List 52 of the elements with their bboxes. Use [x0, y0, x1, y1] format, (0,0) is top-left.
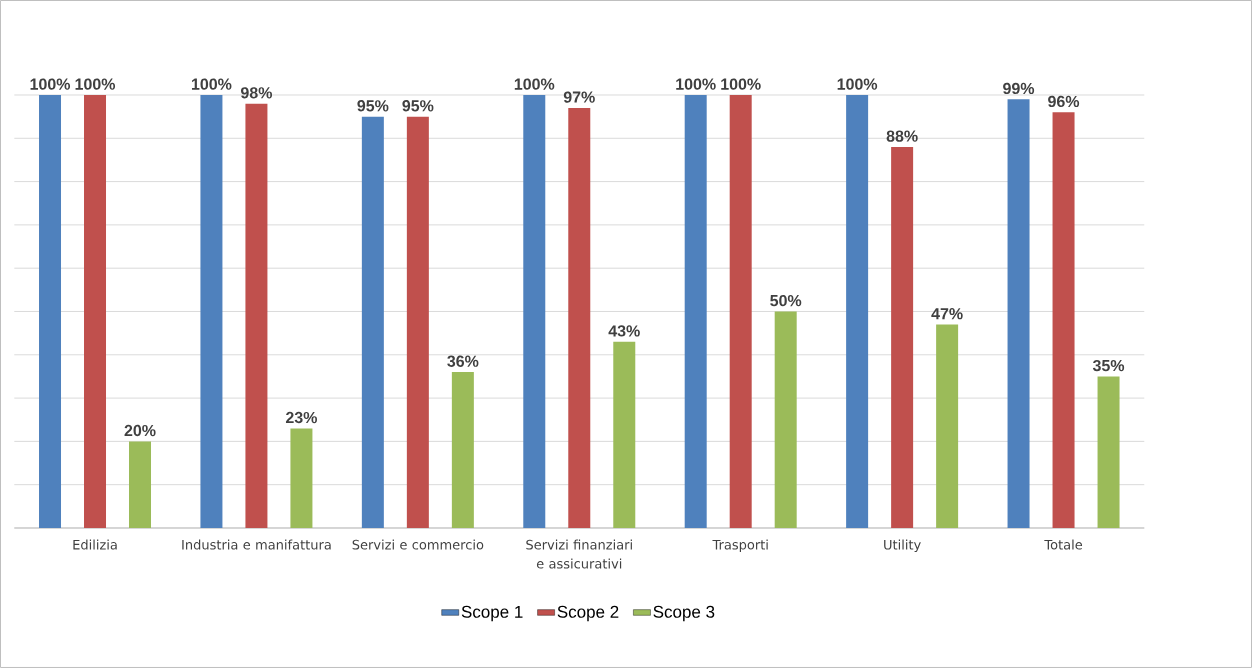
- data-label: 96%: [1048, 95, 1080, 108]
- bar: [936, 324, 959, 528]
- data-label: 36%: [447, 355, 479, 367]
- data-label: 99%: [1003, 82, 1035, 95]
- bar: [84, 94, 107, 528]
- data-label: 50%: [770, 294, 802, 307]
- bar: [684, 94, 707, 528]
- data-label: 88%: [886, 130, 918, 142]
- data-label: 43%: [608, 325, 640, 337]
- bar: [39, 94, 62, 528]
- x-tick-label: Trasporti: [712, 539, 768, 553]
- x-tick-label: Servizi finanziari e assicurativi: [526, 539, 632, 569]
- bar: [290, 428, 313, 528]
- bar: [774, 311, 797, 528]
- data-label: 47%: [931, 308, 963, 320]
- bar: [1097, 376, 1120, 528]
- bar: [451, 372, 474, 528]
- data-label: 23%: [285, 411, 318, 424]
- bar: [1052, 112, 1075, 528]
- data-label: 100%: [75, 78, 116, 90]
- legend-label: Scope 3: [653, 605, 715, 622]
- legend-label: Scope 1: [461, 605, 523, 622]
- bar: [568, 107, 591, 528]
- x-tick-label: Edilizia: [73, 539, 117, 550]
- x-tick-label: Utility: [884, 539, 921, 553]
- data-label: 100%: [837, 78, 878, 90]
- data-label: 95%: [402, 100, 434, 112]
- bar: [361, 116, 384, 528]
- data-label: 100%: [721, 78, 761, 90]
- legend-label: Scope 2: [557, 605, 619, 622]
- data-label: 100%: [30, 78, 71, 90]
- data-label: 100%: [676, 78, 716, 90]
- x-tick-label: Industria e manifattura: [182, 539, 331, 550]
- data-label: 100%: [191, 78, 232, 90]
- bar: [200, 94, 223, 528]
- bar: [846, 94, 869, 528]
- bar: [1007, 99, 1030, 528]
- data-label: 95%: [357, 100, 389, 112]
- data-label: 97%: [563, 91, 595, 103]
- x-tick-label: Totale: [1044, 539, 1083, 550]
- bar: [129, 441, 152, 528]
- bar: [613, 341, 636, 528]
- bar: [406, 116, 429, 528]
- x-tick-label: Servizi e commercio: [352, 539, 484, 550]
- data-label: 98%: [240, 87, 273, 99]
- bar: [729, 94, 752, 528]
- bar: [245, 103, 268, 528]
- data-label: 35%: [1092, 359, 1125, 372]
- bar: [891, 146, 914, 528]
- data-label: 100%: [514, 78, 555, 90]
- data-label: 20%: [124, 424, 156, 437]
- bar: [523, 94, 546, 528]
